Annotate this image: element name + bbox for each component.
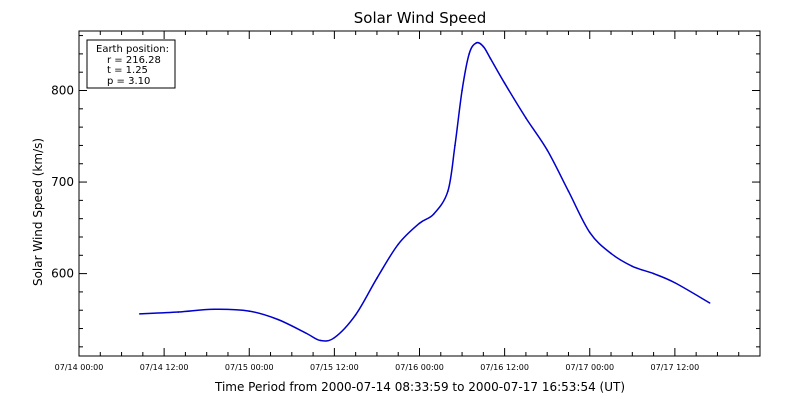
series-point bbox=[276, 318, 279, 321]
series-point bbox=[525, 117, 527, 119]
x-tick-label: 07/17 00:00 bbox=[565, 363, 614, 372]
x-axis-label: Time Period from 2000-07-14 08:33:59 to … bbox=[214, 380, 625, 394]
series-point bbox=[489, 57, 492, 60]
y-tick-label: 600 bbox=[51, 267, 74, 281]
series-point bbox=[212, 308, 215, 311]
x-tick-label: 07/16 00:00 bbox=[395, 363, 444, 372]
info-line-title: Earth position: bbox=[96, 44, 169, 55]
y-axis-label: Solar Wind Speed (km/s) bbox=[31, 138, 45, 286]
series-point bbox=[652, 272, 655, 275]
earth-position-box: Earth position: r = 216.28 t = 1.25 p = … bbox=[86, 39, 176, 89]
series-point bbox=[503, 82, 506, 84]
series-point bbox=[354, 314, 357, 316]
series-point bbox=[138, 313, 141, 315]
series-point bbox=[376, 277, 378, 279]
series-point bbox=[447, 190, 449, 193]
series-point bbox=[468, 53, 470, 55]
x-tick-label: 07/14 00:00 bbox=[55, 363, 104, 372]
series-point bbox=[588, 231, 591, 234]
y-tick-label: 800 bbox=[51, 84, 74, 98]
x-tick-label: 07/15 12:00 bbox=[310, 363, 359, 372]
series-point bbox=[177, 311, 180, 313]
series-point bbox=[397, 243, 400, 246]
series-point bbox=[418, 222, 421, 225]
series-point bbox=[708, 302, 711, 304]
series-point bbox=[461, 89, 463, 92]
x-ticks-group: 07/14 00:00 07/14 12:00 07/15 00:00 07/15 1… bbox=[55, 31, 700, 372]
series-point bbox=[631, 265, 634, 268]
info-line-p: p = 3.10 bbox=[107, 76, 150, 87]
series-point bbox=[546, 149, 548, 151]
series-point bbox=[475, 42, 478, 44]
y-ticks-group: 600 700 800 bbox=[51, 84, 760, 281]
series-point bbox=[319, 339, 321, 342]
series-point bbox=[432, 213, 435, 215]
info-line-r: r = 216.28 bbox=[107, 55, 161, 66]
series-points-group bbox=[138, 42, 711, 342]
info-line-t: t = 1.25 bbox=[107, 65, 148, 76]
series-point bbox=[305, 332, 307, 334]
series-line bbox=[139, 41, 711, 342]
series-point bbox=[333, 336, 336, 339]
series-point bbox=[482, 45, 485, 48]
x-tick-label: 07/16 12:00 bbox=[480, 363, 529, 372]
info-box-frame bbox=[86, 39, 176, 89]
series-point bbox=[674, 281, 676, 284]
series-point bbox=[248, 310, 251, 312]
series-point bbox=[454, 144, 456, 147]
minor-ticks-group bbox=[79, 31, 760, 356]
y-tick-label: 700 bbox=[51, 175, 74, 189]
chart-title: Solar Wind Speed bbox=[354, 9, 486, 27]
x-tick-label: 07/14 12:00 bbox=[140, 363, 189, 372]
series-point bbox=[610, 252, 612, 255]
x-tick-label: 07/17 12:00 bbox=[651, 363, 700, 372]
x-tick-label: 07/15 00:00 bbox=[225, 363, 274, 372]
series-point bbox=[567, 190, 570, 193]
